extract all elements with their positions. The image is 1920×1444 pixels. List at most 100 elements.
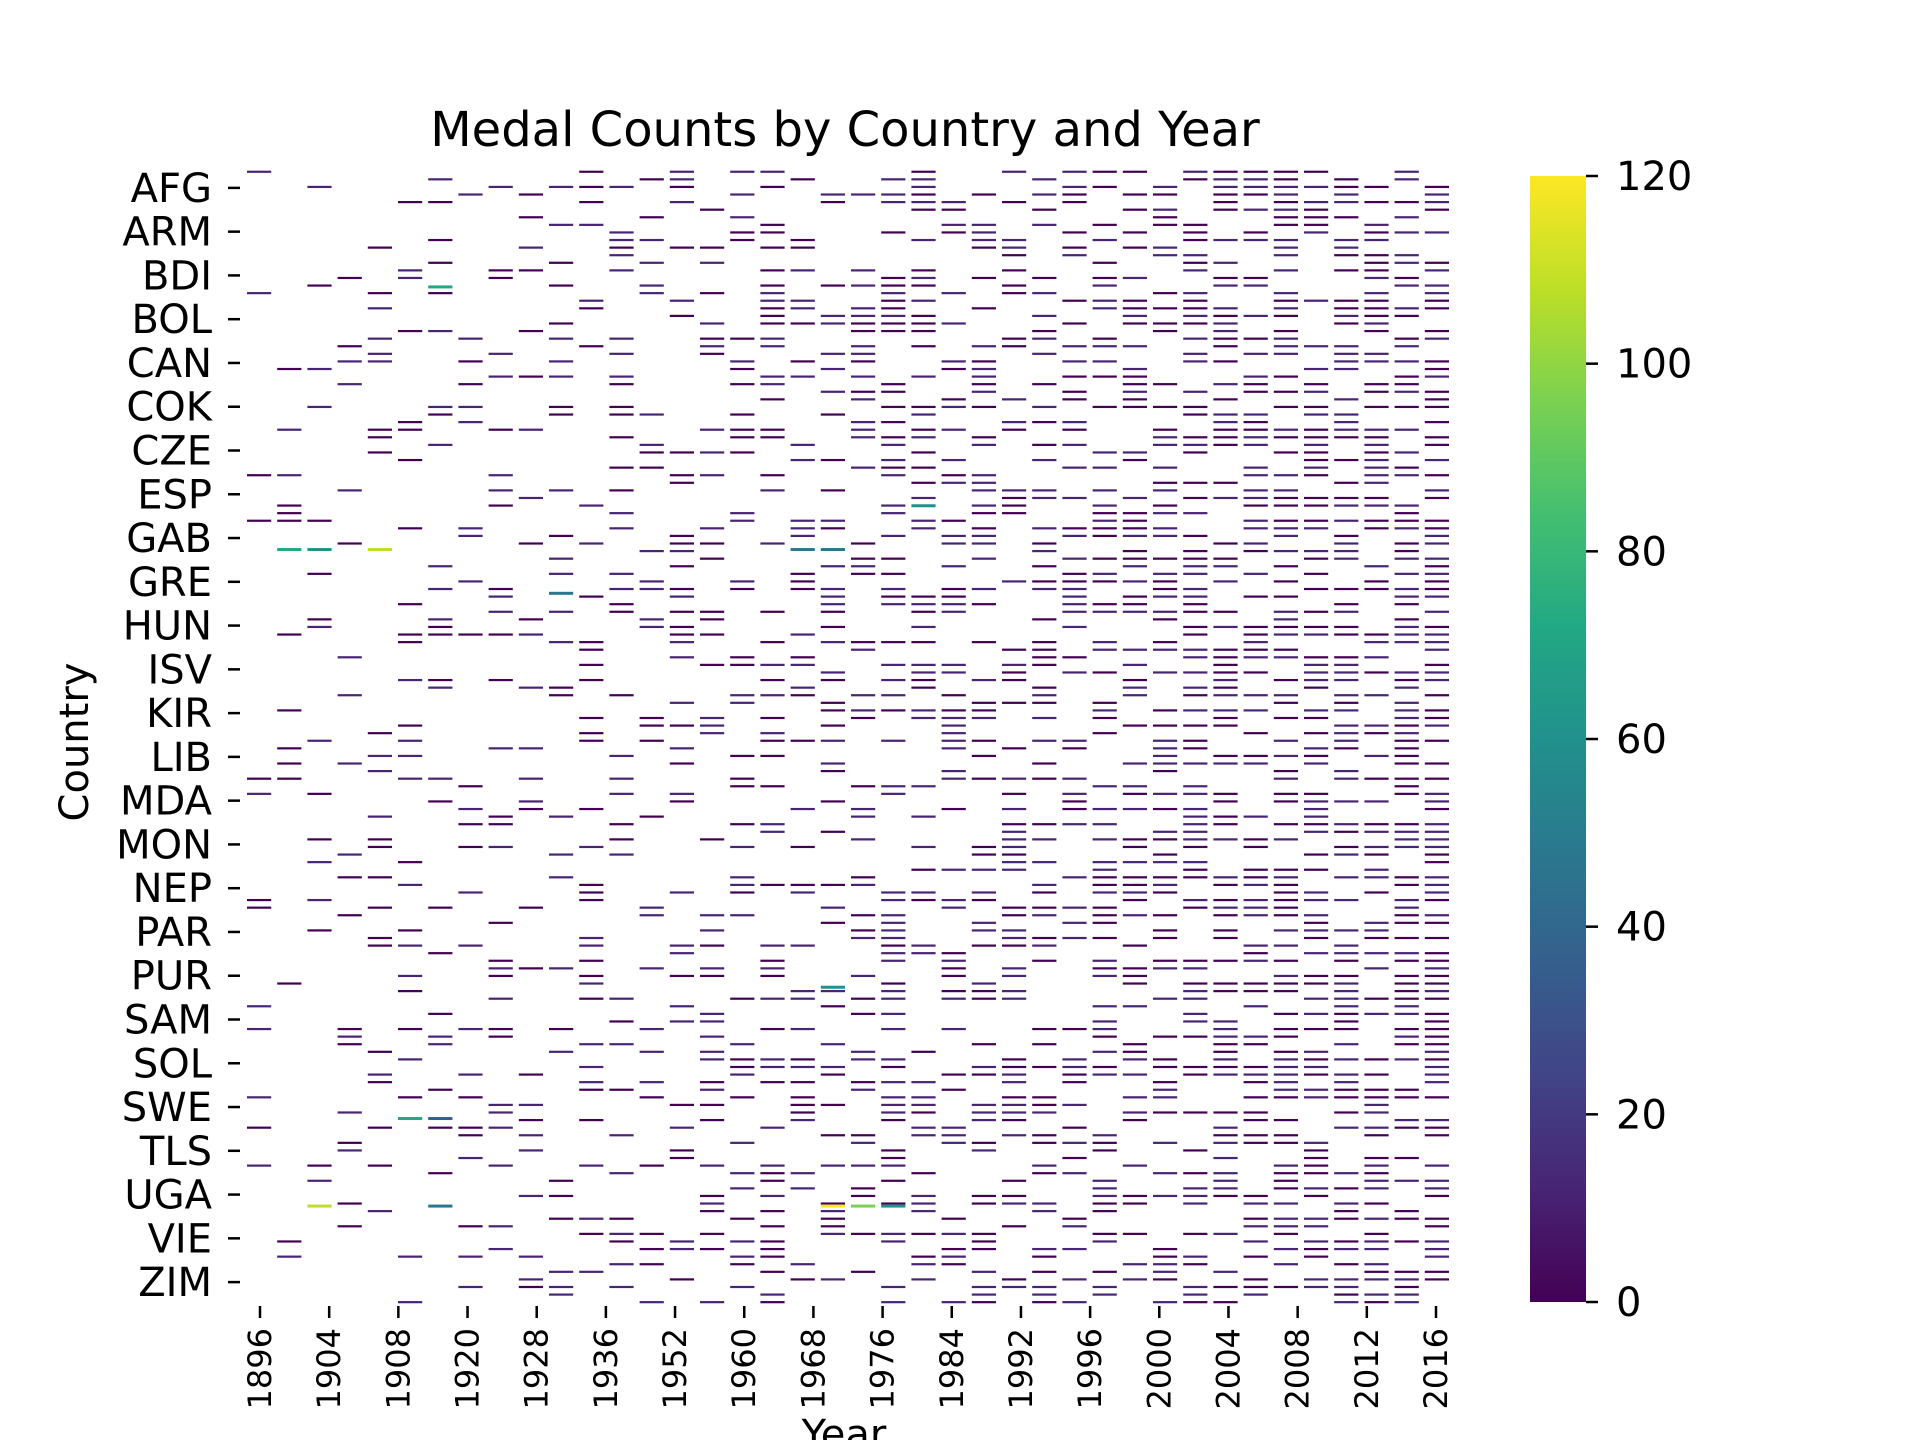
heatmap-cell [1334, 1005, 1359, 1008]
heatmap-cell [1213, 1111, 1238, 1114]
heatmap-cell [730, 701, 755, 704]
heatmap-cell [1273, 754, 1298, 758]
heatmap-cell [307, 625, 332, 629]
heatmap-cell [1334, 587, 1359, 591]
heatmap-cell [941, 1073, 966, 1076]
heatmap-cell [881, 952, 906, 955]
heatmap-cell [1364, 223, 1389, 226]
heatmap-cell [971, 944, 996, 947]
heatmap-cell [609, 1134, 634, 1137]
heatmap-cell [1304, 732, 1329, 735]
heatmap-cell [398, 861, 423, 864]
heatmap-cell [1032, 1096, 1057, 1099]
heatmap-cell [881, 307, 906, 310]
x-tick-label: 1896 [241, 1328, 279, 1409]
heatmap-cell [639, 466, 664, 469]
heatmap-cell [790, 178, 815, 181]
heatmap-cell [1304, 201, 1329, 204]
heatmap-cell [669, 1126, 694, 1129]
heatmap-cell [730, 1285, 755, 1289]
heatmap-cell [1092, 1210, 1117, 1213]
heatmap-cell [1273, 1141, 1298, 1144]
heatmap-cell [1334, 732, 1359, 735]
heatmap-cell [1062, 603, 1087, 606]
x-tick-label: 1952 [656, 1328, 694, 1409]
heatmap-cell [1273, 496, 1298, 500]
heatmap-cell [518, 747, 543, 750]
heatmap-cell [700, 633, 725, 636]
heatmap-cell [820, 1225, 845, 1228]
heatmap-cell [549, 815, 574, 818]
heatmap-cell [1424, 595, 1449, 598]
heatmap-cell [700, 1050, 725, 1053]
heatmap-cell [1424, 1278, 1449, 1281]
heatmap-cell [549, 284, 574, 287]
heatmap-cell [609, 512, 634, 515]
heatmap-cell [1032, 1043, 1057, 1046]
heatmap-cell [790, 587, 815, 591]
heatmap-cell [760, 830, 785, 833]
heatmap-cell [1153, 246, 1178, 249]
heatmap-cell [1153, 610, 1178, 613]
heatmap-cell [1153, 853, 1178, 856]
heatmap-cell [1424, 997, 1449, 1000]
heatmap-cell [1092, 1194, 1117, 1198]
heatmap-cell [1364, 360, 1389, 363]
heatmap-cell [1062, 1301, 1087, 1304]
heatmap-cell [1092, 1285, 1117, 1289]
heatmap-cell [971, 193, 996, 196]
heatmap-cell [1304, 747, 1329, 750]
heatmap-cell [337, 383, 362, 386]
heatmap-cell [941, 603, 966, 606]
heatmap-cell [1304, 572, 1329, 575]
y-tick-label: HUN [123, 604, 212, 650]
heatmap-cell [1032, 823, 1057, 826]
heatmap-cell [1213, 398, 1238, 401]
heatmap-cell [1032, 549, 1057, 553]
heatmap-cell [971, 367, 996, 371]
heatmap-cell [941, 694, 966, 697]
heatmap-cell [277, 762, 302, 765]
heatmap-cell [1243, 709, 1268, 712]
heatmap-cell [1334, 1043, 1359, 1046]
heatmap-cell [1213, 436, 1238, 439]
heatmap-cell [790, 1065, 815, 1069]
heatmap-cell [1424, 1012, 1449, 1015]
heatmap-cell [1424, 519, 1449, 522]
heatmap-cell [1153, 1096, 1178, 1099]
heatmap-cell [1364, 800, 1389, 803]
heatmap-cell [971, 1141, 996, 1144]
heatmap-cell [1364, 496, 1389, 500]
heatmap-cell [971, 587, 996, 591]
heatmap-cell [1092, 967, 1117, 970]
x-tick-label: 1904 [310, 1328, 348, 1409]
heatmap-cell [941, 724, 966, 727]
heatmap-cell [1092, 959, 1117, 962]
heatmap-cell [941, 868, 966, 871]
heatmap-cell [1334, 800, 1359, 803]
heatmap-cell [1364, 587, 1389, 591]
heatmap-cell [941, 474, 966, 477]
heatmap-cell [1092, 1073, 1117, 1076]
heatmap-cell [1304, 299, 1329, 302]
heatmap-cell [1243, 815, 1268, 818]
heatmap-cell [1213, 648, 1238, 651]
heatmap-cell [1364, 1278, 1389, 1281]
heatmap-cell [760, 694, 785, 697]
heatmap-cell [1183, 686, 1208, 689]
heatmap-cell [1424, 1194, 1449, 1198]
heatmap-cell [1304, 663, 1329, 666]
heatmap-cell [579, 732, 604, 735]
heatmap-cell [1153, 861, 1178, 864]
heatmap-cell [1002, 678, 1027, 682]
heatmap-cell [881, 997, 906, 1000]
heatmap-cell [1122, 512, 1147, 515]
heatmap-cell [941, 1126, 966, 1129]
heatmap-cell [760, 944, 785, 947]
heatmap-cell [1424, 777, 1449, 780]
heatmap-cell [911, 1111, 936, 1114]
heatmap-cell [1424, 830, 1449, 833]
heatmap-cell [1092, 580, 1117, 583]
heatmap-cell [1334, 436, 1359, 439]
heatmap-cell-highlight [428, 285, 453, 289]
